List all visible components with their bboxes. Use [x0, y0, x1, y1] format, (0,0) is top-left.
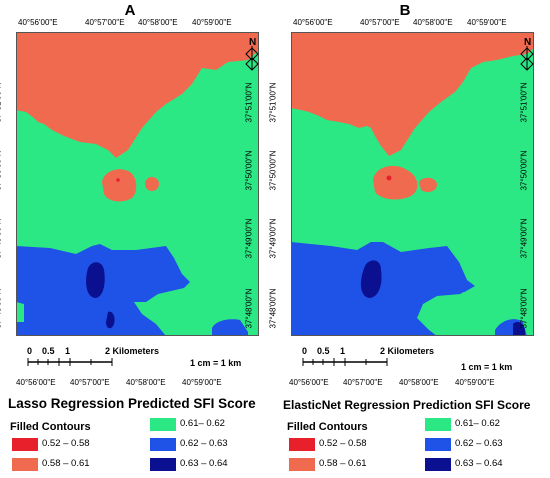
legend-swatch-class-5	[425, 458, 451, 471]
x-tick-bottom: 40°57'00"E	[70, 378, 110, 387]
legend-class-label: 0.63 – 0.64	[180, 458, 228, 469]
x-tick-bottom: 40°56'00"E	[289, 378, 329, 387]
x-tick-bottom: 40°59'00"E	[182, 378, 222, 387]
y-tick-right: 37°50'00"N	[519, 150, 529, 191]
north-arrow-icon: N	[520, 37, 534, 71]
scale-unit-label: 1 cm = 1 km	[461, 362, 513, 372]
scale-tick: 0.5	[317, 346, 330, 356]
legend-class-label: 0.62 – 0.63	[455, 438, 503, 449]
legend-class-label: 0.63 – 0.64	[455, 458, 503, 469]
contour-class-4	[291, 242, 475, 336]
contour-class-5	[106, 311, 115, 329]
contour-class-2	[16, 32, 259, 158]
scale-tick: 2 Kilometers	[380, 346, 435, 356]
scale-tick: 0	[27, 346, 33, 356]
x-tick-top: 40°57'00"E	[85, 18, 125, 27]
legend-swatch-class-1	[289, 438, 315, 451]
contour-class-5	[360, 260, 382, 298]
y-tick-left: 37°51'00"N	[0, 82, 3, 123]
panel-label: B	[399, 2, 411, 19]
legend-class-label: 0.52 – 0.58	[42, 438, 90, 449]
y-tick-right: 37°49'00"N	[244, 218, 254, 259]
legend-swatch-class-1	[12, 438, 38, 451]
scale-unit-label: 1 cm = 1 km	[190, 358, 242, 368]
legend-swatch-class-2	[289, 458, 315, 471]
legend-swatch-class-4	[425, 438, 451, 451]
x-tick-top: 40°58'00"E	[413, 18, 453, 27]
svg-text:N: N	[524, 37, 531, 48]
scale-tick: 0.5	[42, 346, 55, 356]
y-tick-right: 37°51'00"N	[519, 82, 529, 123]
y-tick-left: 37°49'00"N	[268, 218, 278, 259]
contour-class-3	[459, 292, 471, 304]
y-tick-right: 37°49'00"N	[519, 218, 529, 259]
x-tick-bottom: 40°59'00"E	[455, 378, 495, 387]
map-frame	[16, 32, 259, 336]
x-tick-top: 40°57'00"E	[360, 18, 400, 27]
svg-text:N: N	[249, 37, 256, 48]
x-tick-top: 40°58'00"E	[138, 18, 178, 27]
x-tick-top: 40°56'00"E	[293, 18, 333, 27]
contour-class-4	[212, 319, 248, 336]
contour-class-3	[16, 302, 24, 322]
legend-subtitle: Filled Contours	[10, 421, 91, 433]
scale-bar	[27, 358, 113, 366]
y-tick-right: 37°48'00"N	[519, 288, 529, 329]
contour-class-5	[513, 322, 525, 336]
contour-class-3	[442, 301, 460, 319]
north-arrow-icon: N	[245, 37, 259, 71]
sfi-contour-map: N	[16, 32, 259, 336]
x-tick-top: 40°59'00"E	[467, 18, 507, 27]
sfi-contour-map: N	[291, 32, 534, 336]
legend-swatch-class-5	[150, 458, 176, 471]
contour-class-2	[291, 32, 534, 156]
scale-tick: 1	[340, 346, 346, 356]
map-panel-b: B 40°56'00"E 40°57'00"E 40°58'00"E 40°59…	[269, 0, 550, 478]
legend-class-label: 0.62 – 0.63	[180, 438, 228, 449]
y-tick-left: 37°48'00"N	[0, 288, 3, 329]
scale-bar	[302, 358, 388, 366]
legend-class-label: 0.58 – 0.61	[319, 458, 367, 469]
legend-class-label: 0.61– 0.62	[180, 418, 225, 429]
contour-class-2	[102, 169, 137, 202]
legend-subtitle: Filled Contours	[287, 421, 368, 433]
map-frame	[291, 32, 534, 336]
x-tick-top: 40°56'00"E	[18, 18, 58, 27]
contour-class-2	[145, 177, 159, 191]
legend-swatch-class-3	[425, 418, 451, 431]
legend-class-label: 0.52 – 0.58	[319, 438, 367, 449]
y-tick-left: 37°48'00"N	[268, 288, 278, 329]
legend-class-label: 0.58 – 0.61	[42, 458, 90, 469]
y-tick-right: 37°48'00"N	[244, 288, 254, 329]
scale-tick: 2 Kilometers	[105, 346, 160, 356]
contour-class-5	[86, 262, 105, 298]
contour-class-2	[419, 177, 437, 192]
y-tick-right: 37°50'00"N	[244, 150, 254, 191]
y-tick-left: 37°49'00"N	[0, 218, 3, 259]
contour-class-3	[186, 294, 198, 306]
panel-label: A	[124, 2, 136, 19]
x-tick-bottom: 40°56'00"E	[16, 378, 56, 387]
x-tick-top: 40°59'00"E	[192, 18, 232, 27]
y-tick-left: 37°50'00"N	[268, 150, 278, 191]
legend-title: Lasso Regression Predicted SFI Score	[8, 396, 256, 411]
contour-class-3	[172, 306, 188, 322]
y-tick-left: 37°51'00"N	[268, 82, 278, 123]
contour-class-1	[386, 175, 392, 181]
x-tick-bottom: 40°57'00"E	[343, 378, 383, 387]
contour-class-2	[373, 165, 418, 200]
contour-class-1	[116, 178, 120, 182]
legend-swatch-class-4	[150, 438, 176, 451]
y-tick-left: 37°50'00"N	[0, 150, 3, 191]
scale-tick: 1	[65, 346, 71, 356]
scale-tick: 0	[302, 346, 308, 356]
legend-swatch-class-3	[150, 418, 176, 431]
y-tick-right: 37°51'00"N	[244, 82, 254, 123]
legend-swatch-class-2	[12, 458, 38, 471]
legend-title: ElasticNet Regression Prediction SFI Sco…	[283, 398, 531, 412]
legend-class-label: 0.61– 0.62	[455, 418, 500, 429]
x-tick-bottom: 40°58'00"E	[399, 378, 439, 387]
x-tick-bottom: 40°58'00"E	[126, 378, 166, 387]
map-panel-a: A 40°56'00"E 40°57'00"E 40°58'00"E 40°59…	[0, 2, 259, 471]
